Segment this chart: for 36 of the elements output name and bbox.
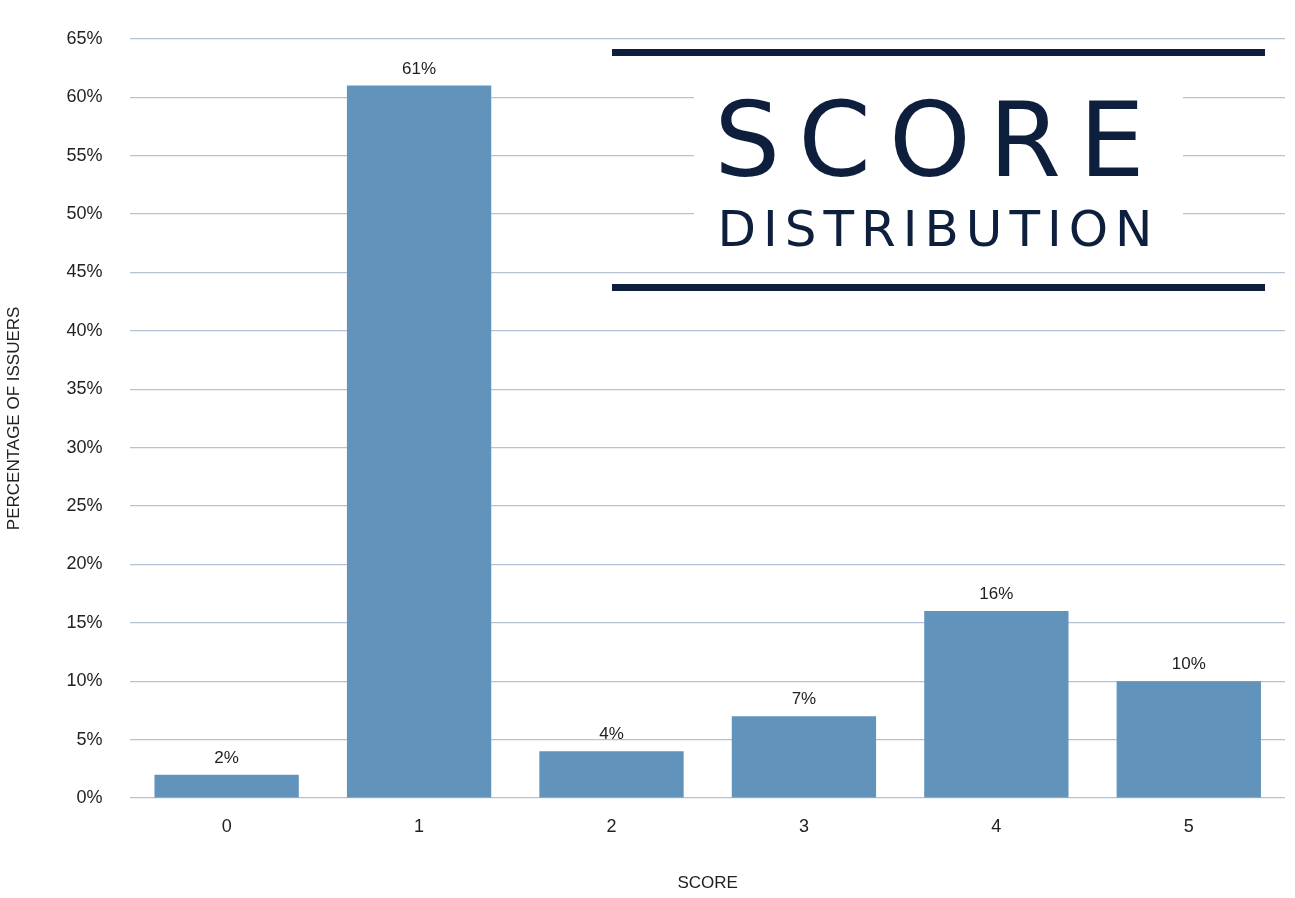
- bar: [539, 751, 684, 798]
- data-label: 4%: [599, 724, 624, 744]
- y-tick-label: 15%: [66, 611, 103, 632]
- data-label: 61%: [402, 58, 437, 78]
- bar: [731, 716, 877, 798]
- y-tick-label: 10%: [66, 670, 103, 691]
- y-tick-label: 20%: [66, 553, 103, 574]
- y-tick-label: 60%: [66, 86, 103, 107]
- bar: [924, 611, 1069, 798]
- y-tick-label: 35%: [66, 378, 103, 399]
- bar: [1116, 681, 1261, 798]
- y-tick-label: 45%: [66, 261, 103, 282]
- y-tick-label: 40%: [66, 319, 103, 340]
- x-tick-label: 4: [991, 815, 1002, 836]
- y-tick-label: 55%: [66, 144, 103, 165]
- y-tick-label: 30%: [66, 436, 103, 457]
- x-tick-label: 5: [1183, 815, 1194, 836]
- text: DISTRIBUTION: [717, 199, 1160, 259]
- x-tick-label: 0: [221, 815, 232, 836]
- data-label: 7%: [791, 689, 817, 709]
- y-axis-title: PERCENTAGE OF ISSUERS: [3, 306, 23, 531]
- bar: [154, 774, 299, 798]
- y-tick-label: 25%: [66, 494, 103, 515]
- y-tick-label: 0%: [76, 786, 103, 807]
- x-tick-label: 3: [798, 815, 809, 836]
- chart-title: SCORE: [714, 79, 1163, 201]
- y-tick-label: 5%: [76, 728, 103, 749]
- data-label: 10%: [1171, 654, 1206, 674]
- y-tick-label: 50%: [66, 202, 103, 223]
- x-tick-label: 2: [606, 815, 617, 836]
- y-tick-label: 65%: [66, 27, 103, 48]
- bar: [346, 85, 492, 798]
- data-label: 16%: [979, 584, 1014, 604]
- data-label: 2%: [214, 747, 239, 767]
- x-axis-title: SCORE: [677, 873, 738, 893]
- x-tick-label: 1: [414, 815, 425, 836]
